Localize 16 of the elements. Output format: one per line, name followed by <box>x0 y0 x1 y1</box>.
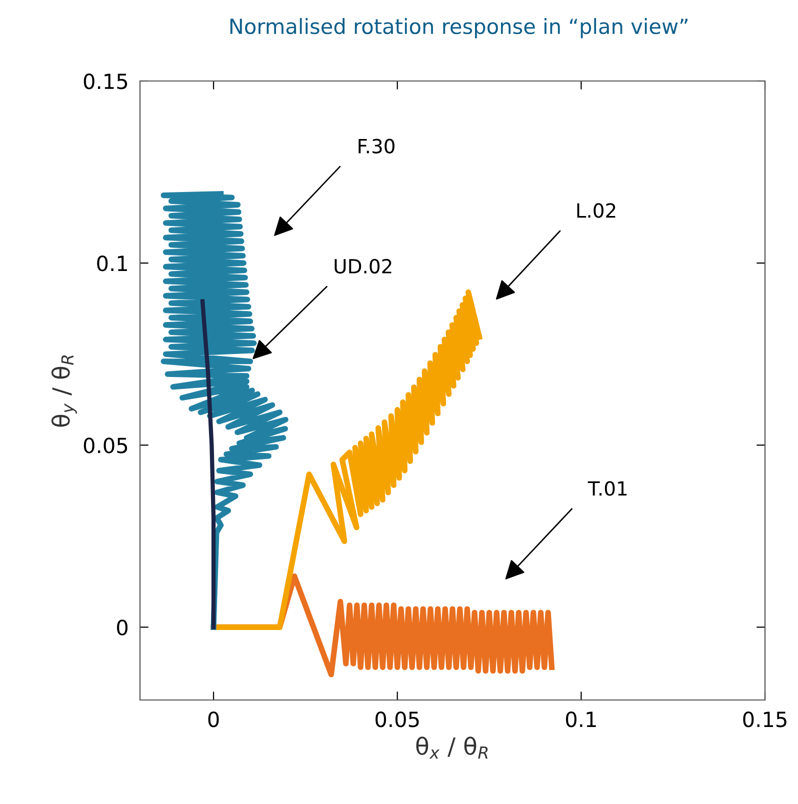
annotation: F.30 <box>358 138 394 154</box>
line-series <box>200 299 216 630</box>
y-tick-label: 0.05 <box>84 438 128 454</box>
annotation: L.02 <box>577 203 616 218</box>
x-tick-label: 0.15 <box>743 711 786 728</box>
x-tick-label: 0.1 <box>566 711 596 728</box>
y-tick-label: 0.1 <box>97 256 127 272</box>
y-axis-title: θ$_{y}$ / θ$_{R}$ <box>51 355 77 427</box>
annotation: UD.02 <box>334 258 392 274</box>
y-tick-label: 0 <box>117 620 128 636</box>
y-tick-label: 0.15 <box>84 73 128 90</box>
annotation: T.01 <box>588 481 627 496</box>
x-axis-title: θ$_{x}$ / θ$_{R}$ <box>416 736 488 759</box>
x-tick-label: 0 <box>208 711 219 728</box>
chart-title: Normalised rotation response in “plan view” <box>230 18 688 38</box>
x-tick-label: 0.05 <box>376 711 419 728</box>
